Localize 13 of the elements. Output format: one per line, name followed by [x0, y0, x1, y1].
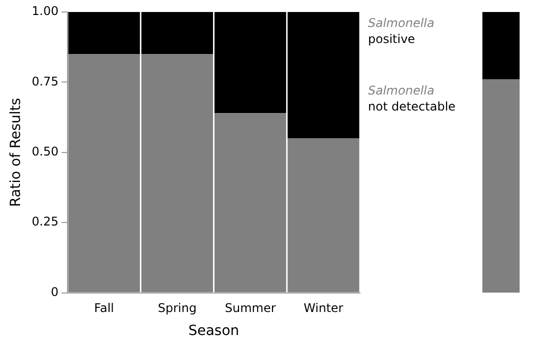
x-tick-label: Spring — [158, 301, 197, 316]
y-tick-label: 0.50 — [32, 144, 59, 159]
text: Salmonella not detectable — [368, 84, 456, 114]
y-axis-title: Ratio of Results — [8, 98, 24, 207]
y-tick-label: 0 — [50, 284, 59, 299]
x-tick-label: Summer — [224, 301, 276, 316]
x-tick-label: Fall — [94, 301, 114, 316]
series-label: Salmonella positive — [368, 16, 434, 46]
y-tick-label: 0.25 — [32, 214, 59, 229]
y-tick-label: 0.75 — [32, 74, 59, 88]
x-tick-label: Winter — [304, 301, 344, 316]
x-axis-title: Season — [188, 323, 240, 340]
y-tick-label: 1.00 — [32, 4, 59, 18]
